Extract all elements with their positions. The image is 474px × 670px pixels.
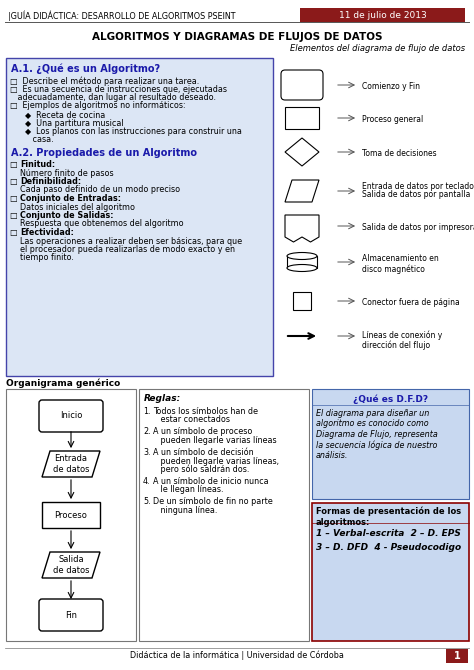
Text: 1 – Verbal-escrita  2 – D. EPS: 1 – Verbal-escrita 2 – D. EPS [316,529,461,538]
Text: Proceso general: Proceso general [362,115,423,124]
Text: 3.: 3. [143,448,151,457]
Text: Datos iniciales del algoritmo: Datos iniciales del algoritmo [20,202,135,212]
Text: Definibilidad:: Definibilidad: [20,177,81,186]
Text: ◆  Una partitura musical: ◆ Una partitura musical [10,119,124,127]
Bar [300,8,465,22]
Text: tiempo finito.: tiempo finito. [20,253,74,263]
Text: A.1. ¿Qué es un Algoritmo?: A.1. ¿Qué es un Algoritmo? [11,63,160,74]
Text: Almacenamiento en
disco magnético: Almacenamiento en disco magnético [362,254,439,274]
Text: □: □ [10,194,22,203]
Text: Entrada de datos por teclado: Entrada de datos por teclado [362,182,474,191]
Bar [312,503,469,641]
Bar [285,107,319,129]
Text: Toma de decisiones: Toma de decisiones [362,149,437,158]
Text: Fin: Fin [65,610,77,620]
Text: pueden llegarle varias líneas,: pueden llegarle varias líneas, [153,456,279,466]
Text: pero sólo saldrán dos.: pero sólo saldrán dos. [153,465,249,474]
Text: estar conectados: estar conectados [153,415,230,425]
Text: Elementos del diagrama de flujo de datos: Elementos del diagrama de flujo de datos [290,44,465,53]
Text: De un símbolo de fin no parte: De un símbolo de fin no parte [153,498,273,507]
Text: Formas de presentación de los
algoritmos:: Formas de presentación de los algoritmos… [316,507,461,527]
Text: Finitud:: Finitud: [20,160,55,169]
Polygon shape [285,180,319,202]
Text: Reglas:: Reglas: [144,394,181,403]
Text: 4.: 4. [143,477,151,486]
Polygon shape [42,552,100,578]
Bar [293,292,311,310]
Text: Cada paso definido de un modo preciso: Cada paso definido de un modo preciso [20,186,180,194]
Bar [6,389,136,641]
Text: Conector fuera de página: Conector fuera de página [362,298,460,307]
Text: el procesador pueda realizarlas de modo exacto y en: el procesador pueda realizarlas de modo … [20,245,235,254]
Text: adecuadamente, dan lugar al resultado deseado.: adecuadamente, dan lugar al resultado de… [10,93,216,102]
Bar [312,389,469,499]
Bar [287,256,317,268]
Bar [446,649,468,663]
Text: A un símbolo de decisión: A un símbolo de decisión [153,448,254,457]
Text: |GUÍA DIDÁCTICA: DESARROLLO DE ALGORITMOS PSEINT: |GUÍA DIDÁCTICA: DESARROLLO DE ALGORITMO… [8,11,236,21]
Bar [139,389,309,641]
Text: Salida de datos por pantalla: Salida de datos por pantalla [362,190,470,199]
Text: A un símbolo de inicio nunca: A un símbolo de inicio nunca [153,477,269,486]
Polygon shape [285,215,319,242]
Text: Organigrama genérico: Organigrama genérico [6,378,120,387]
Text: A.2. Propiedades de un Algoritmo: A.2. Propiedades de un Algoritmo [11,148,197,158]
FancyBboxPatch shape [281,70,323,100]
Text: ◆  Los planos con las instrucciones para construir una: ◆ Los planos con las instrucciones para … [10,127,242,136]
Text: ◆  Receta de cocina: ◆ Receta de cocina [10,110,105,119]
Text: Las operaciones a realizar deben ser básicas, para que: Las operaciones a realizar deben ser bás… [20,237,242,245]
Text: ALGORITMOS Y DIAGRAMAS DE FLUJOS DE DATOS: ALGORITMOS Y DIAGRAMAS DE FLUJOS DE DATO… [92,32,382,42]
Text: ninguna línea.: ninguna línea. [153,506,218,515]
Text: 2.: 2. [143,427,151,436]
Text: □: □ [10,160,22,169]
Text: El diagrama para diseñar un
algoritmo es conocido como
Diagrama de Flujo, repres: El diagrama para diseñar un algoritmo es… [316,409,438,460]
Text: le llegan líneas.: le llegan líneas. [153,486,224,494]
Text: Todos los símbolos han de: Todos los símbolos han de [153,407,258,416]
Text: Comienzo y Fin: Comienzo y Fin [362,82,420,91]
Bar [6,58,273,376]
Text: Proceso: Proceso [55,511,87,519]
Text: casa.: casa. [10,135,54,145]
Polygon shape [285,138,319,166]
Text: Salida de datos por impresora: Salida de datos por impresora [362,223,474,232]
Ellipse shape [287,265,317,271]
Text: Didáctica de la informática | Universidad de Córdoba: Didáctica de la informática | Universida… [130,651,344,661]
Ellipse shape [287,253,317,259]
Polygon shape [42,451,100,477]
Text: Salida
de datos: Salida de datos [53,555,89,575]
Text: 1.: 1. [143,407,151,416]
Text: 3 – D. DFD  4 - Pseudocodigo: 3 – D. DFD 4 - Pseudocodigo [316,543,461,552]
Bar [42,502,100,528]
FancyBboxPatch shape [39,599,103,631]
Text: □: □ [10,177,22,186]
Text: Conjunto de Entradas:: Conjunto de Entradas: [20,194,121,203]
Text: □: □ [10,228,22,237]
Text: Entrada
de datos: Entrada de datos [53,454,89,474]
Text: Número finito de pasos: Número finito de pasos [20,168,114,178]
Text: pueden llegarle varias líneas: pueden llegarle varias líneas [153,436,277,445]
Text: Conjunto de Salidas:: Conjunto de Salidas: [20,211,113,220]
Text: □  Es una secuencia de instrucciones que, ejecutadas: □ Es una secuencia de instrucciones que,… [10,84,227,94]
Text: Líneas de conexión y
dirección del flujo: Líneas de conexión y dirección del flujo [362,330,442,350]
Text: Inicio: Inicio [60,411,82,421]
Text: A un símbolo de proceso: A un símbolo de proceso [153,427,252,436]
Text: □: □ [10,211,22,220]
Text: 1: 1 [454,651,460,661]
Text: Efectividad:: Efectividad: [20,228,74,237]
Text: □  Describe el método para realizar una tarea.: □ Describe el método para realizar una t… [10,76,199,86]
Text: □  Ejemplos de algoritmos no informáticos:: □ Ejemplos de algoritmos no informáticos… [10,101,186,111]
Text: 11 de julio de 2013: 11 de julio de 2013 [338,11,427,19]
FancyBboxPatch shape [39,400,103,432]
Text: ¿Qué es D.F.D?: ¿Qué es D.F.D? [353,394,428,403]
Text: Respuesta que obtenemos del algoritmo: Respuesta que obtenemos del algoritmo [20,220,183,228]
Text: 5.: 5. [143,498,151,507]
